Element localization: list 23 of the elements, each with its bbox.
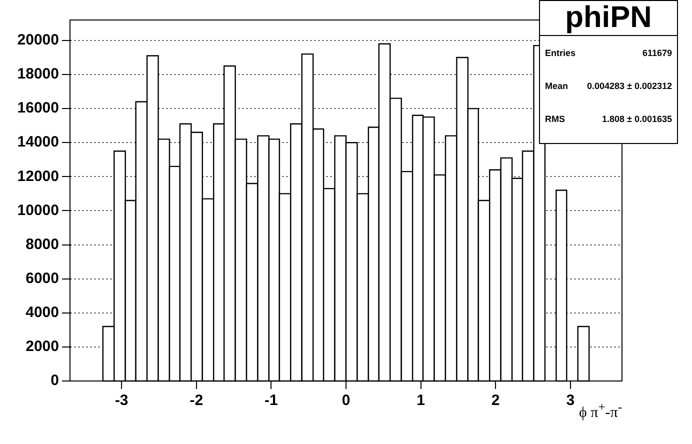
y-tick-label: 18000 xyxy=(17,66,59,83)
y-tick-label: 16000 xyxy=(17,100,59,117)
x-tick-label: -3 xyxy=(114,392,128,410)
x-tick-label: 1 xyxy=(416,392,425,410)
x-tick-label: 3 xyxy=(566,392,575,410)
y-tick-label: 20000 xyxy=(17,32,59,49)
x-tick-label: 0 xyxy=(342,392,350,410)
x-tick-label: -1 xyxy=(264,392,278,410)
x-tick-label: -2 xyxy=(190,392,204,410)
y-tick-label: 14000 xyxy=(17,134,59,151)
y-tick-label: 2000 xyxy=(26,338,59,356)
x-tick-label: 2 xyxy=(491,392,500,410)
y-tick-label: 8000 xyxy=(26,236,59,253)
y-tick-label: 10000 xyxy=(17,202,59,219)
text: Mean 0.004283 ± 0.002312 xyxy=(545,81,672,91)
y-tick-label: 6000 xyxy=(26,270,59,287)
y-tick-label: 0 xyxy=(50,372,59,390)
y-tick-label: 4000 xyxy=(26,304,59,322)
chart-title: phiPN xyxy=(540,1,677,36)
text: RMS 1.808 ± 0.001635 xyxy=(545,114,672,124)
text: Entries 611679 xyxy=(545,48,672,58)
y-tick-label: 12000 xyxy=(17,168,59,185)
x-axis-title: ϕ π$^{+}$-π$^{-}$ xyxy=(578,400,622,422)
